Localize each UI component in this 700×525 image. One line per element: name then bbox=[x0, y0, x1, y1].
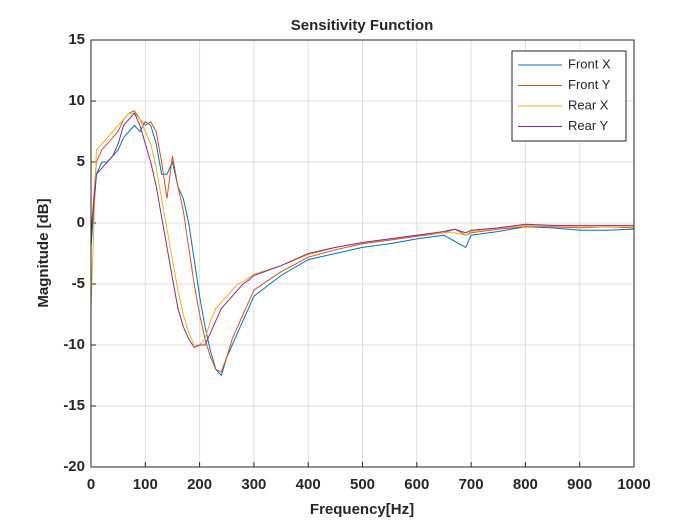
y-axis-label: Magnitude [dB] bbox=[35, 198, 52, 307]
data-line bbox=[90, 112, 634, 346]
x-tick-label: 300 bbox=[241, 476, 266, 493]
y-tick-label: -5 bbox=[72, 275, 85, 292]
x-tick-label: 900 bbox=[567, 476, 592, 493]
x-axis-label: Frequency[Hz] bbox=[310, 501, 414, 518]
x-tick-label: 1000 bbox=[617, 476, 650, 493]
y-tick-label: 0 bbox=[77, 214, 85, 231]
x-tick-label: 100 bbox=[133, 476, 158, 493]
x-tick-label: 200 bbox=[187, 476, 212, 493]
axes-box bbox=[90, 39, 635, 468]
x-tick-label: 600 bbox=[404, 476, 429, 493]
y-tick-label: -10 bbox=[63, 336, 85, 353]
y-tick-label: -20 bbox=[63, 458, 85, 475]
data-line bbox=[90, 112, 634, 349]
x-tick-label: 0 bbox=[87, 476, 95, 493]
chart-title: Sensitivity Function bbox=[291, 17, 434, 34]
data-line bbox=[90, 110, 635, 373]
y-tick-label: 10 bbox=[68, 92, 85, 109]
legend-label: Rear X bbox=[568, 97, 609, 112]
y-tick-label: 15 bbox=[68, 31, 85, 48]
x-tick-label: 400 bbox=[296, 476, 321, 493]
legend-label: Rear Y bbox=[568, 118, 609, 133]
x-tick-label: 500 bbox=[350, 476, 375, 493]
x-tick-label: 800 bbox=[513, 476, 538, 493]
y-tick-label: 5 bbox=[77, 153, 85, 170]
legend-label: Front Y bbox=[568, 77, 611, 92]
legend-label: Front X bbox=[568, 56, 611, 71]
y-tick-label: -15 bbox=[63, 397, 85, 414]
x-tick-label: 700 bbox=[459, 476, 484, 493]
